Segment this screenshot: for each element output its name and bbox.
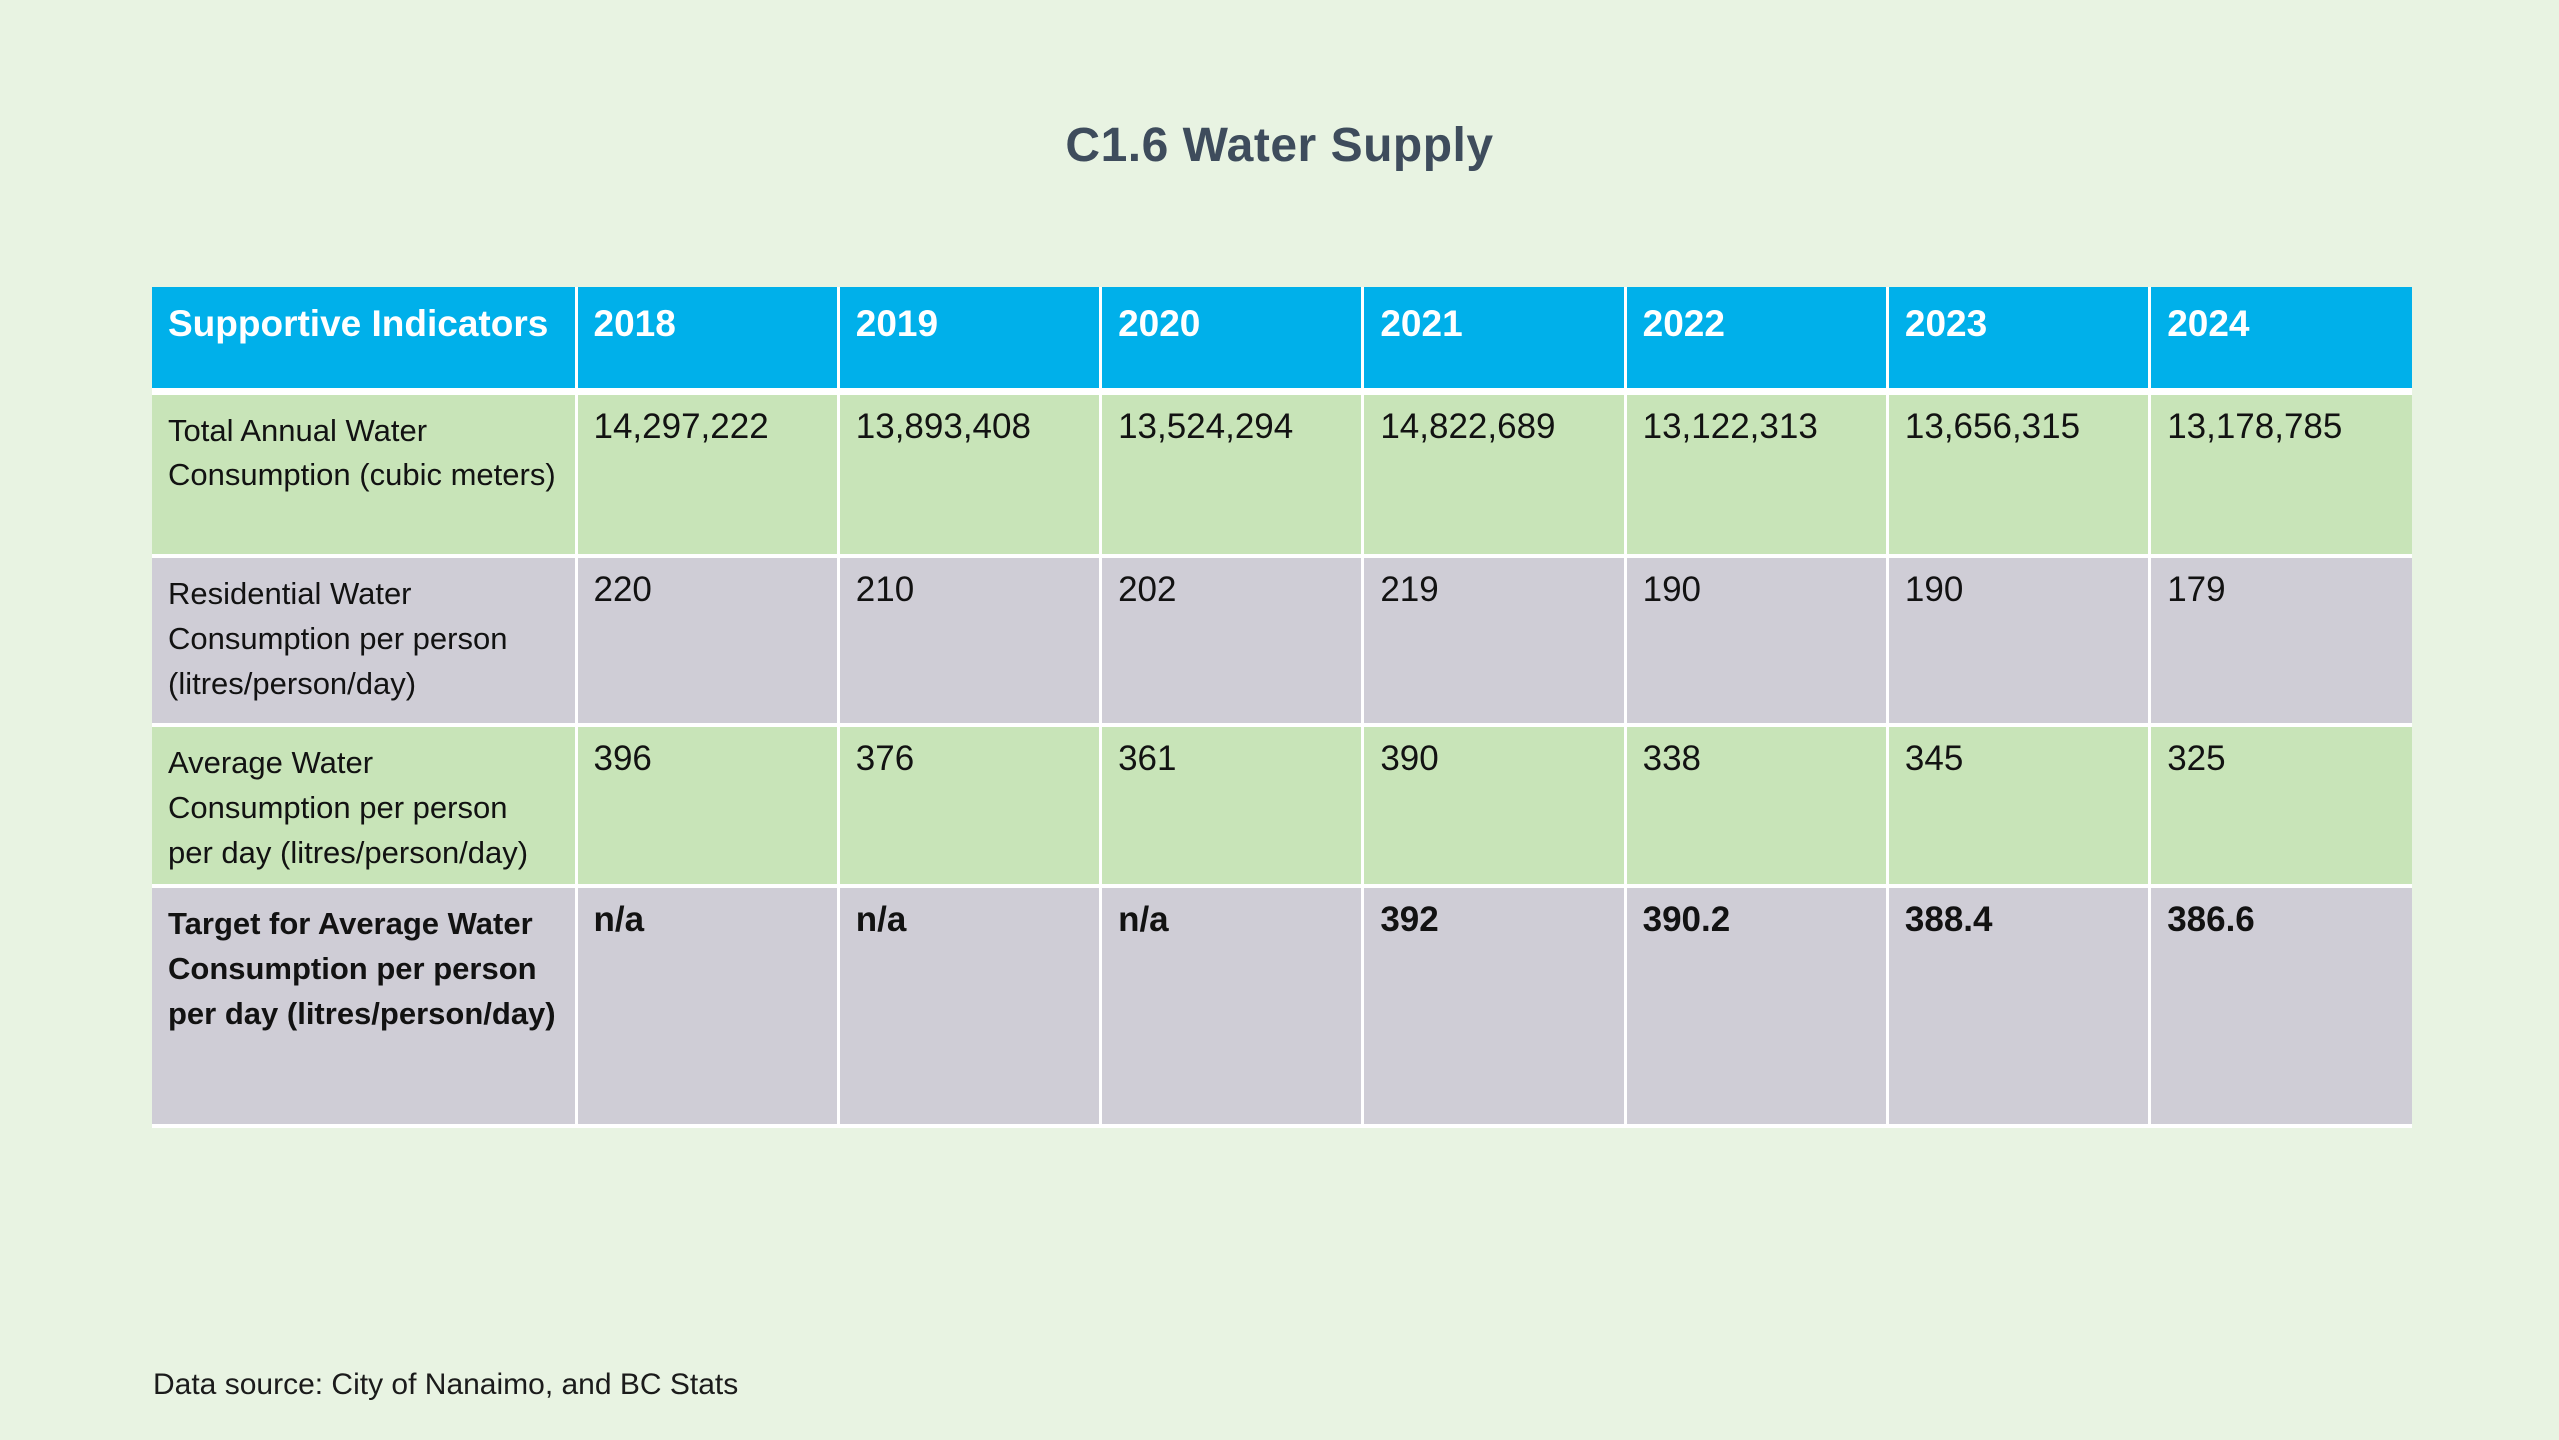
row-label: Target for Average Water Consumption per…	[152, 886, 578, 1128]
row-label: Total Annual Water Consumption (cubic me…	[152, 391, 578, 558]
table-row-2: Average Water Consumption per person per…	[152, 725, 2412, 888]
table-row-1: Residential Water Consumption per person…	[152, 556, 2412, 727]
value-cell-2019: 376	[838, 725, 1103, 888]
page-title: C1.6 Water Supply	[1065, 119, 1494, 172]
value-cell-2020: n/a	[1100, 886, 1365, 1128]
value-cell-2023: 388.4	[1887, 886, 2152, 1128]
value-cell-2018: 14,297,222	[576, 391, 840, 558]
value-cell-2022: 190	[1625, 556, 1889, 727]
value-cell-2024: 386.6	[2149, 886, 2412, 1128]
value-cell-2021: 392	[1362, 886, 1627, 1128]
value-cell-2022: 13,122,313	[1625, 391, 1889, 558]
value-cell-2019: n/a	[838, 886, 1103, 1128]
value-cell-2019: 13,893,408	[838, 391, 1103, 558]
value-cell-2021: 390	[1362, 725, 1627, 888]
value-cell-2022: 390.2	[1625, 886, 1889, 1128]
value-cell-2020: 361	[1100, 725, 1365, 888]
value-cell-2024: 179	[2149, 556, 2412, 727]
table-body: Total Annual Water Consumption (cubic me…	[152, 391, 2412, 1128]
value-cell-2018: 396	[576, 725, 840, 888]
water-supply-table: Supportive Indicators 2018 2019 2020 2021 202…	[152, 287, 2412, 1128]
data-source-note: Data source: City of Nanaimo, and BC Sta…	[153, 1368, 739, 1401]
value-cell-2019: 210	[838, 556, 1103, 727]
column-header-indicators: Supportive Indicators	[152, 287, 578, 395]
value-cell-2020: 13,524,294	[1100, 391, 1365, 558]
table-row-0: Total Annual Water Consumption (cubic me…	[152, 391, 2412, 558]
value-cell-2023: 190	[1887, 556, 2152, 727]
row-label: Residential Water Consumption per person…	[152, 556, 578, 727]
value-cell-2021: 14,822,689	[1362, 391, 1627, 558]
value-cell-2020: 202	[1100, 556, 1365, 727]
row-label: Average Water Consumption per person per…	[152, 725, 578, 888]
value-cell-2024: 13,178,785	[2149, 391, 2412, 558]
column-header-year-2020: 2020	[1100, 287, 1365, 395]
table-header: Supportive Indicators 2018 2019 2020 2021 202…	[152, 287, 2412, 395]
value-cell-2023: 345	[1887, 725, 2152, 888]
column-header-year-2023: 2023	[1887, 287, 2152, 395]
column-header-year-2019: 2019	[838, 287, 1103, 395]
value-cell-2022: 338	[1625, 725, 1889, 888]
column-header-year-2018: 2018	[576, 287, 840, 395]
value-cell-2024: 325	[2149, 725, 2412, 888]
value-cell-2021: 219	[1362, 556, 1627, 727]
value-cell-2018: n/a	[576, 886, 840, 1128]
table-header-row: Supportive Indicators 2018 2019 2020 2021 202…	[152, 287, 2412, 395]
value-cell-2018: 220	[576, 556, 840, 727]
table-row-3: Target for Average Water Consumption per…	[152, 886, 2412, 1128]
column-header-year-2021: 2021	[1362, 287, 1627, 395]
column-header-year-2024: 2024	[2149, 287, 2412, 395]
value-cell-2023: 13,656,315	[1887, 391, 2152, 558]
column-header-year-2022: 2022	[1625, 287, 1889, 395]
